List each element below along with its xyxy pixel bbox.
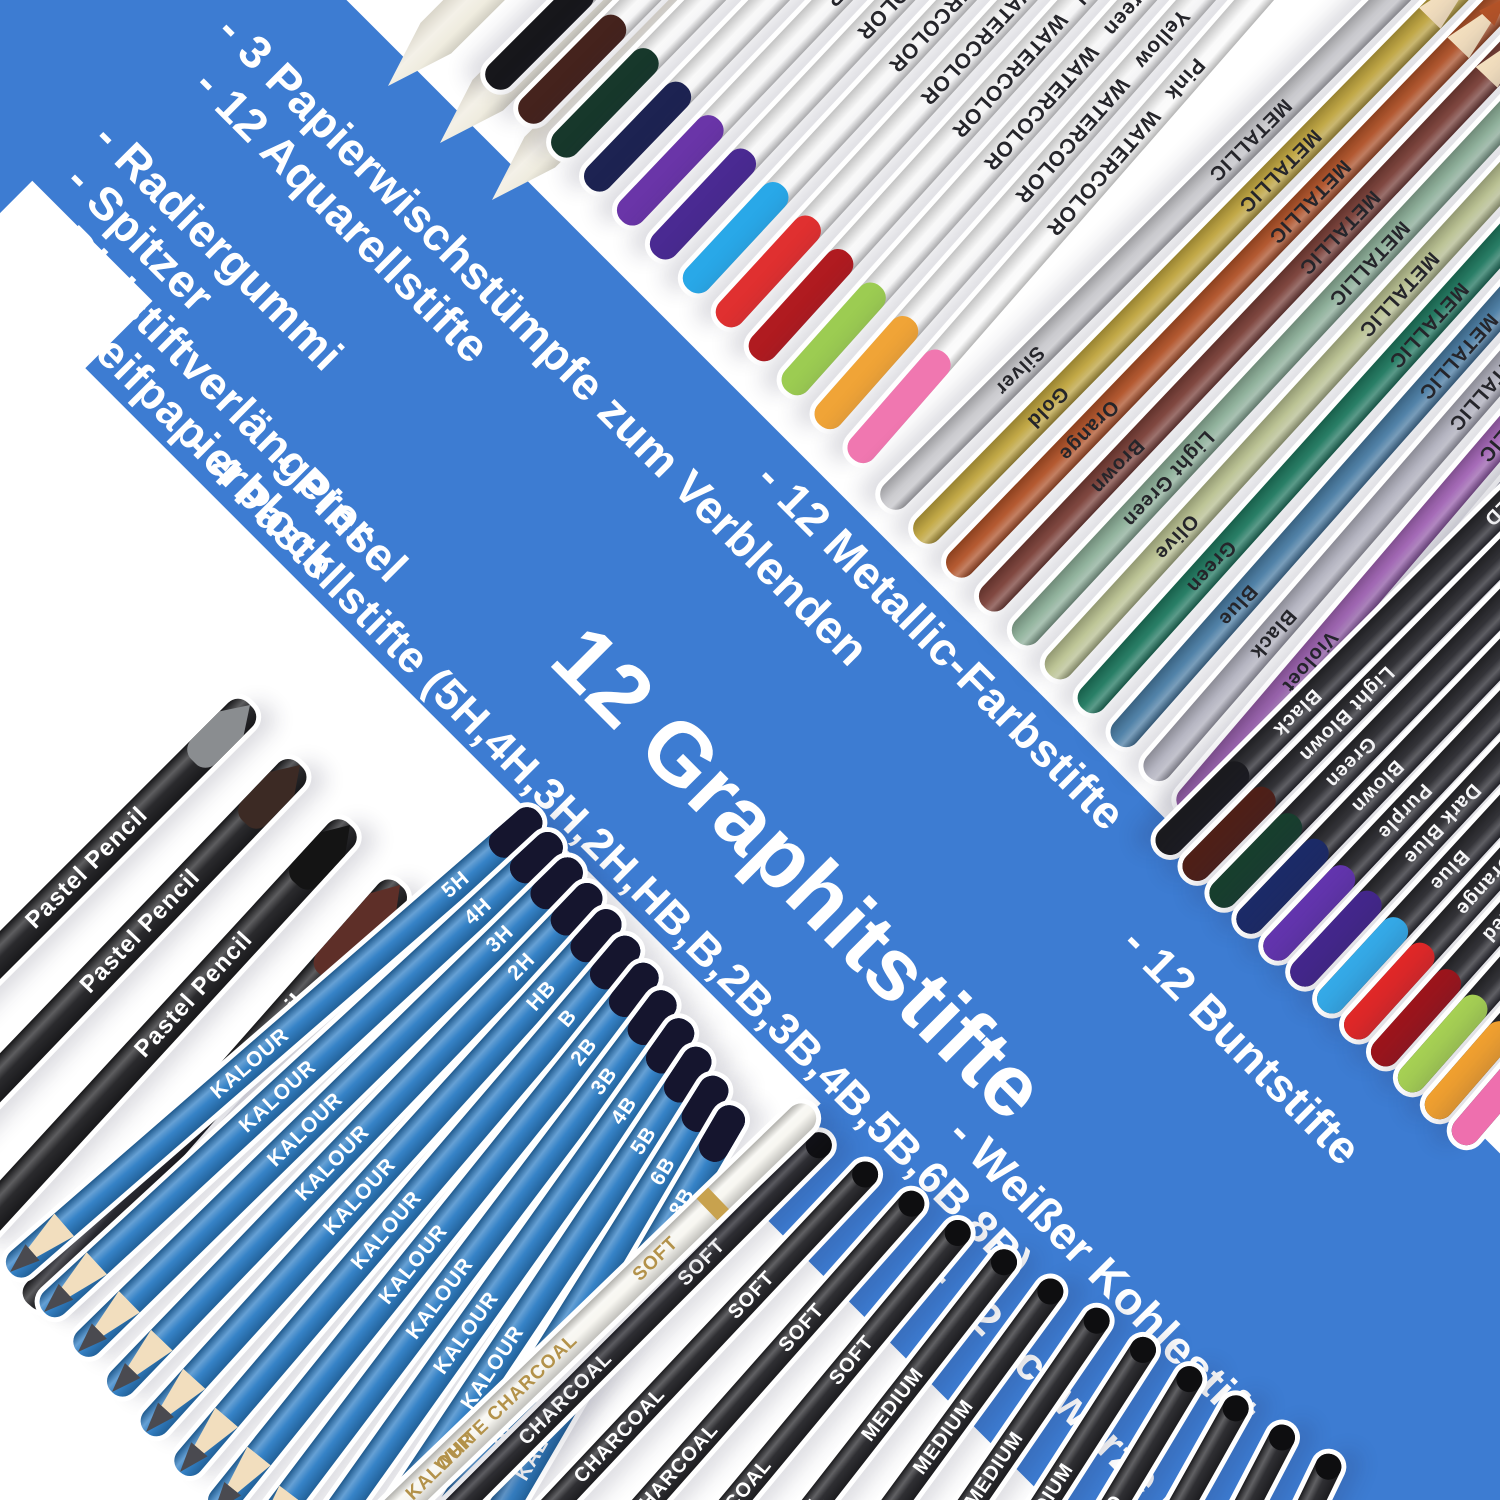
product-image: - 3 Papierwischstümpfe zum Verblenden - 1… bbox=[0, 0, 1500, 1500]
